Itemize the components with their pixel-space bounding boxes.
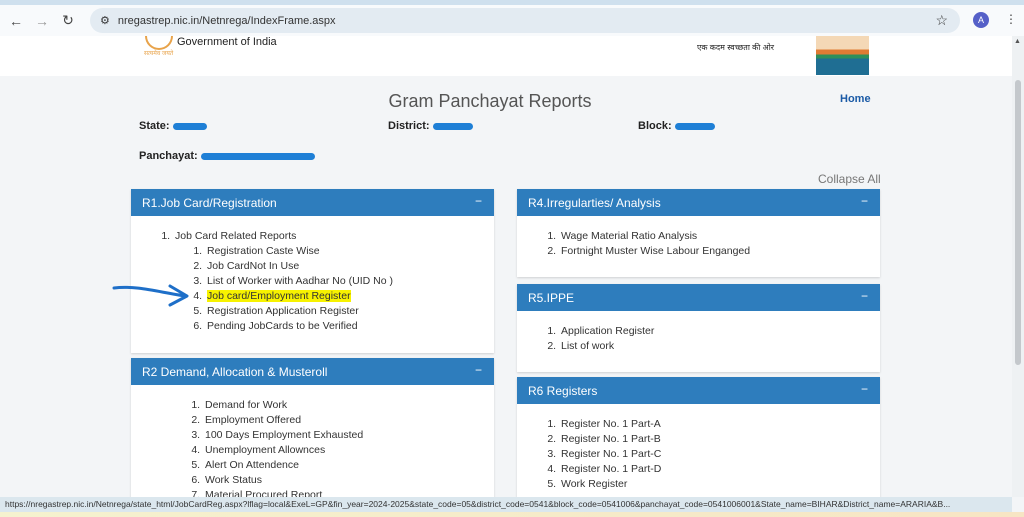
status-bar-url: https://nregastrep.nic.in/Netnrega/state… <box>0 497 1012 512</box>
report-link[interactable]: Work Status <box>203 473 494 488</box>
panel-r6: R6 Registers− Register No. 1 Part-A Regi… <box>517 377 880 507</box>
report-link[interactable]: Demand for Work <box>203 398 494 413</box>
report-link[interactable]: Register No. 1 Part-D <box>559 462 880 477</box>
collapse-icon[interactable]: − <box>474 194 482 208</box>
redacted-state <box>172 122 207 130</box>
collapse-icon[interactable]: − <box>860 194 868 208</box>
panel-r5-header[interactable]: R5.IPPE − <box>517 284 880 311</box>
site-info-icon[interactable]: ⚙ <box>100 15 110 27</box>
panel-r2-header[interactable]: R2 Demand, Allocation & Musteroll − <box>131 358 494 385</box>
gov-of-india-label: Government of India <box>177 36 277 48</box>
url-text: nregastrep.nic.in/Netnrega/IndexFrame.as… <box>117 14 336 27</box>
back-icon[interactable]: ← <box>9 12 23 29</box>
collapse-icon[interactable]: − <box>474 363 482 377</box>
address-bar[interactable]: ⚙ nregastrep.nic.in/Netnrega/IndexFrame.… <box>90 8 960 33</box>
profile-avatar[interactable]: A <box>973 12 989 28</box>
district-field: District: <box>388 120 473 132</box>
report-link-highlighted: Job card/Employment Register <box>205 289 494 304</box>
site-header: सत्यमेव जयते Government of India एक कदम … <box>0 36 1012 76</box>
report-link[interactable]: Employment Offered <box>203 413 494 428</box>
panel-r4: R4.Irregularties/ Analysis− Wage Materia… <box>517 189 880 277</box>
reload-icon[interactable]: ↻ <box>62 12 74 28</box>
report-link[interactable]: Unemployment Allownces <box>203 443 494 458</box>
report-link[interactable]: Alert On Attendence <box>203 458 494 473</box>
emblem-logo <box>145 36 173 50</box>
panel-r5: R5.IPPE− Application Register List of wo… <box>517 284 880 372</box>
report-link[interactable]: Registration Caste Wise <box>205 244 494 259</box>
redacted-district <box>432 122 473 130</box>
panel-r6-header[interactable]: R6 Registers − <box>517 377 880 404</box>
swachh-slogan: एक कदम स्वच्छता की ओर <box>697 43 775 52</box>
emblem-subtitle: सत्यमेव जयते <box>144 51 174 57</box>
tab-strip <box>0 0 1024 5</box>
browser-toolbar: ← → ↻ ⚙ nregastrep.nic.in/Netnrega/Index… <box>0 5 1024 36</box>
report-link[interactable]: Fortnight Muster Wise Labour Enganged <box>559 244 880 259</box>
campaign-poster <box>816 36 869 75</box>
collapse-icon[interactable]: − <box>860 382 868 396</box>
report-link[interactable]: Register No. 1 Part-C <box>559 447 880 462</box>
collapse-icon[interactable]: − <box>860 289 868 303</box>
page-scrollbar[interactable]: ▲ <box>1012 36 1024 497</box>
menu-icon[interactable]: ⋮ <box>1005 12 1017 26</box>
report-link[interactable]: Application Register <box>559 324 880 339</box>
report-link[interactable]: Register No. 1 Part-A <box>559 417 880 432</box>
group-label: Job Card Related Reports <box>175 230 297 242</box>
annotation-arrow-icon <box>112 284 189 307</box>
report-link[interactable]: Registration Application Register <box>205 304 494 319</box>
panel-r1-header[interactable]: R1.Job Card/Registration − <box>131 189 494 216</box>
list-group: Job Card Related Reports Registration Ca… <box>173 229 494 334</box>
state-field: State: <box>139 120 207 132</box>
panchayat-field: Panchayat: <box>139 150 315 162</box>
redacted-block <box>674 122 715 130</box>
collapse-all-link[interactable]: Collapse All <box>818 172 881 186</box>
forward-icon[interactable]: → <box>35 12 49 29</box>
bookmark-star-icon[interactable]: ☆ <box>935 12 948 28</box>
panel-r2: R2 Demand, Allocation & Musteroll− Deman… <box>131 358 494 508</box>
report-link[interactable]: Pending JobCards to be Verified <box>205 319 494 334</box>
report-link[interactable]: 100 Days Employment Exhausted <box>203 428 494 443</box>
report-link[interactable]: List of Worker with Aadhar No (UID No ) <box>205 274 494 289</box>
report-link[interactable]: Work Register <box>559 477 880 492</box>
report-link[interactable]: Wage Material Ratio Analysis <box>559 229 880 244</box>
block-field: Block: <box>638 120 715 132</box>
panel-r4-header[interactable]: R4.Irregularties/ Analysis − <box>517 189 880 216</box>
home-link[interactable]: Home <box>840 93 871 105</box>
report-link[interactable]: List of work <box>559 339 880 354</box>
panel-r1: R1.Job Card/Registration− Job Card Relat… <box>131 189 494 353</box>
report-link[interactable]: Job CardNot In Use <box>205 259 494 274</box>
redacted-panchayat <box>200 152 315 160</box>
page-title: Gram Panchayat Reports <box>388 91 592 111</box>
taskbar-strip <box>0 512 1024 517</box>
report-link[interactable]: Register No. 1 Part-B <box>559 432 880 447</box>
